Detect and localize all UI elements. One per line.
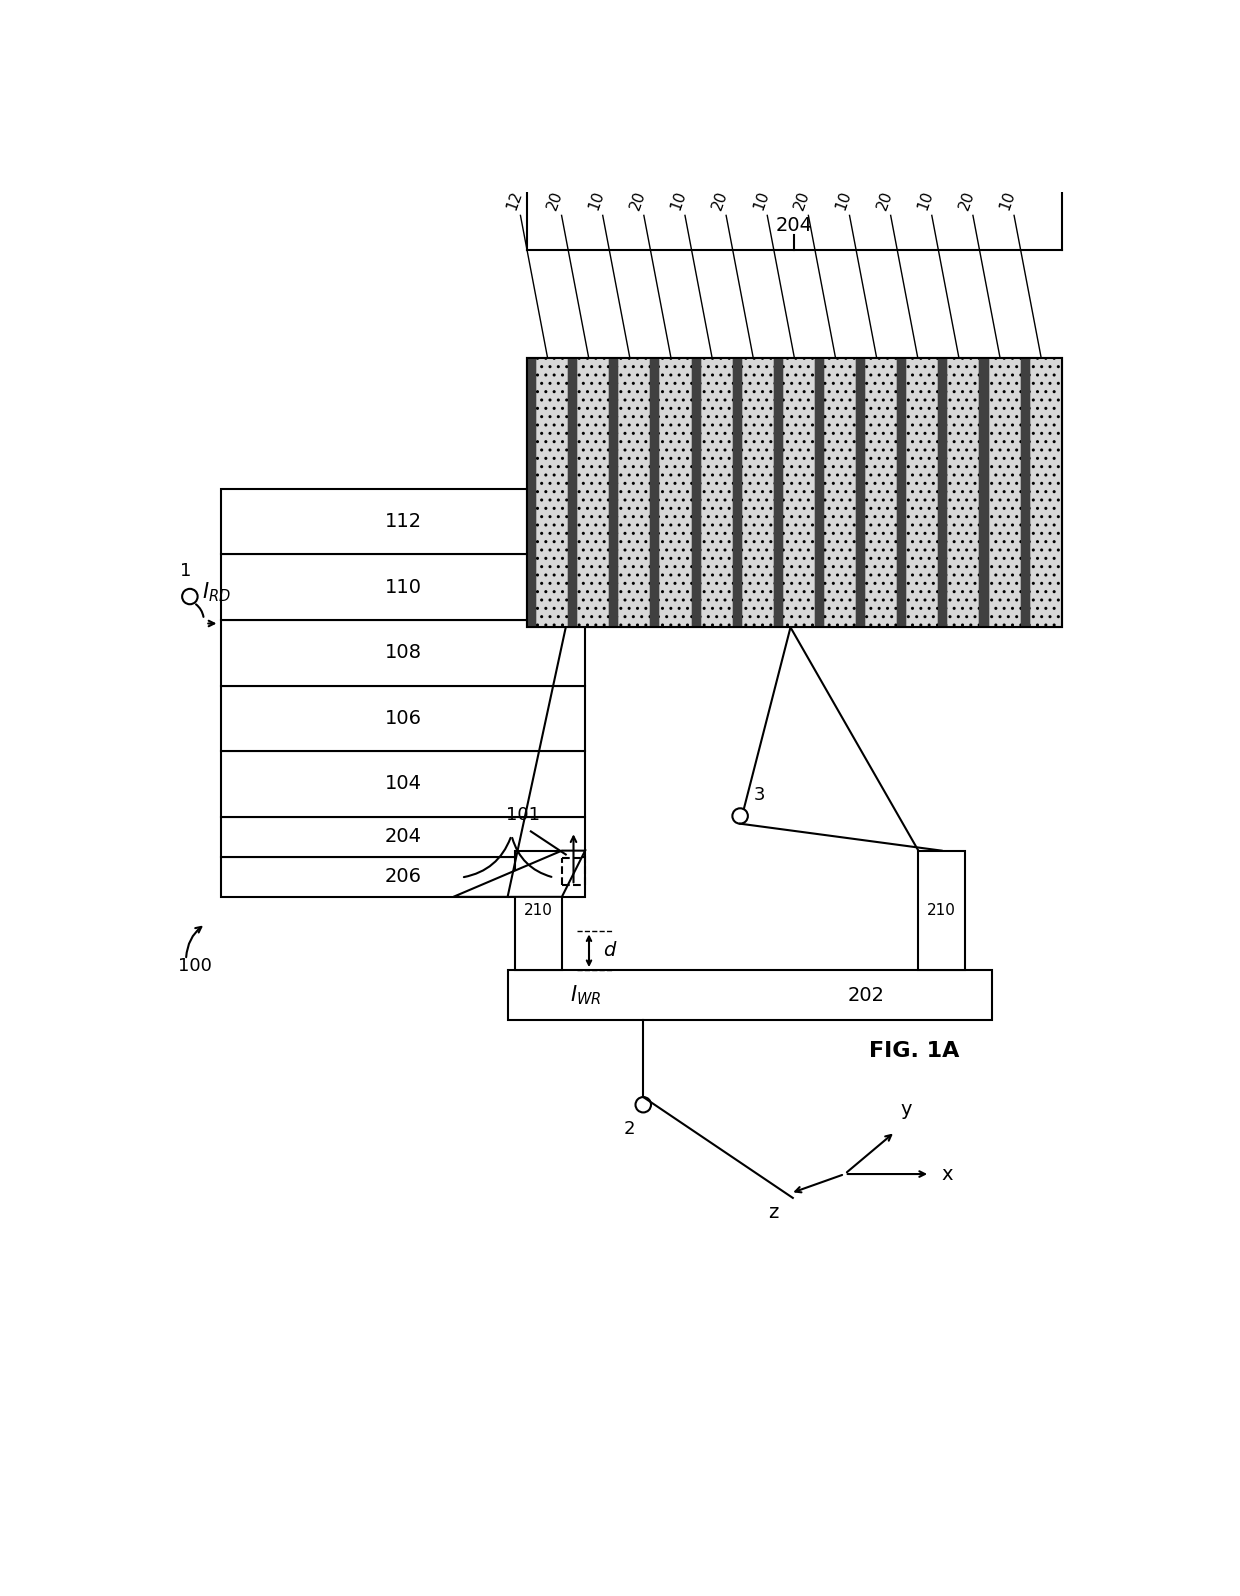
Bar [507, 970, 992, 1020]
Text: 3: 3 [754, 787, 765, 804]
Bar [988, 358, 1021, 627]
Text: 110: 110 [384, 578, 422, 597]
Bar [527, 358, 1061, 627]
Bar [619, 358, 651, 627]
Text: x: x [941, 1165, 954, 1184]
Text: $d$: $d$ [603, 942, 618, 961]
Bar [609, 358, 619, 627]
Bar [815, 358, 825, 627]
Text: 20: 20 [546, 188, 565, 212]
Bar [221, 686, 585, 752]
Bar [527, 358, 536, 627]
Text: 10: 10 [833, 188, 853, 212]
Bar [774, 358, 782, 627]
Text: 210: 210 [928, 903, 956, 918]
Text: FIG. 1A: FIG. 1A [869, 1041, 960, 1061]
Text: 1: 1 [180, 562, 192, 579]
Text: $I_{WR}$: $I_{WR}$ [569, 983, 601, 1007]
Bar [742, 358, 774, 627]
Bar [577, 358, 609, 627]
Bar [568, 358, 577, 627]
Text: 20: 20 [709, 188, 730, 212]
Bar [947, 358, 980, 627]
Bar [221, 752, 585, 817]
Text: y: y [900, 1100, 913, 1119]
Bar [221, 554, 585, 619]
Bar [939, 358, 947, 627]
Text: 2: 2 [624, 1120, 635, 1138]
Bar [825, 358, 856, 627]
Bar [1021, 358, 1029, 627]
Bar [782, 358, 815, 627]
Text: 10: 10 [668, 188, 689, 212]
Text: 206: 206 [384, 867, 422, 886]
Bar [866, 358, 898, 627]
Bar [733, 358, 742, 627]
Bar [221, 488, 585, 554]
Text: 20: 20 [627, 188, 649, 212]
Bar [651, 358, 660, 627]
Bar [1029, 358, 1061, 627]
Bar [536, 358, 568, 627]
Text: 204: 204 [776, 215, 813, 235]
Text: 108: 108 [384, 643, 422, 662]
Text: 104: 104 [384, 774, 422, 793]
Bar [221, 619, 585, 686]
Text: 100: 100 [179, 958, 212, 975]
Text: 10: 10 [587, 188, 606, 212]
Text: 106: 106 [384, 709, 422, 728]
Bar [701, 358, 733, 627]
Bar [856, 358, 866, 627]
Bar [980, 358, 988, 627]
Text: 210: 210 [525, 903, 553, 918]
Bar [898, 358, 906, 627]
Text: 10: 10 [997, 188, 1018, 212]
Bar [221, 857, 585, 897]
Bar [692, 358, 701, 627]
Text: 204: 204 [384, 827, 422, 846]
Bar [660, 358, 692, 627]
Text: 112: 112 [384, 512, 422, 531]
Text: 202: 202 [848, 985, 884, 1004]
Text: 12: 12 [503, 188, 525, 212]
Bar [919, 851, 965, 970]
Text: 20: 20 [874, 188, 895, 212]
Text: 20: 20 [792, 188, 812, 212]
Bar [527, 358, 1061, 627]
Text: $I_{RD}$: $I_{RD}$ [201, 581, 231, 605]
Bar [221, 817, 585, 857]
Bar [516, 851, 562, 970]
Bar [906, 358, 939, 627]
Text: 101: 101 [506, 806, 541, 824]
Text: 10: 10 [915, 188, 936, 212]
Polygon shape [454, 851, 585, 897]
Text: 10: 10 [750, 188, 771, 212]
Text: z: z [769, 1203, 779, 1223]
Text: 20: 20 [956, 188, 977, 212]
